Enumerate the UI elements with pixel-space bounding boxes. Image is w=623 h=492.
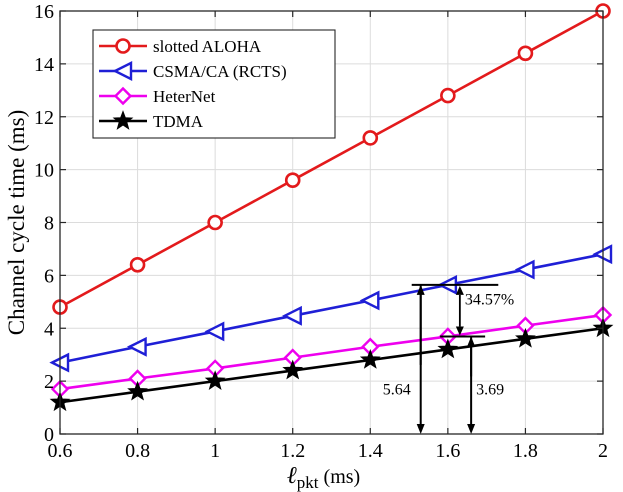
- legend-item: HeterNet: [99, 86, 216, 106]
- annotation-3-69: 3.69: [476, 381, 504, 398]
- marker-star: [515, 327, 536, 348]
- marker-star: [437, 338, 459, 359]
- y-tick-label: 2: [44, 371, 54, 393]
- marker-circle: [284, 172, 301, 188]
- marker-circle: [517, 45, 534, 62]
- marker-triangle: [359, 290, 380, 311]
- x-tick-label: 0.6: [48, 440, 73, 462]
- legend-label: TDMA: [153, 112, 204, 131]
- x-tick-label: 1.2: [280, 440, 305, 462]
- x-axis-label: ℓpkt (ms): [287, 463, 360, 492]
- x-tick-label: 0.8: [125, 440, 150, 462]
- x-tick-label: 1.6: [435, 440, 460, 462]
- marker-circle: [362, 130, 379, 146]
- y-axis-label: Channel cycle time (ms): [4, 110, 29, 335]
- x-axis-label-subscript: pkt: [297, 473, 319, 492]
- series-line: [59, 326, 604, 404]
- gap-arrow-head: [455, 285, 464, 295]
- marker-circle: [129, 256, 146, 273]
- legend-item: slotted ALOHA: [99, 37, 262, 56]
- marker-circle: [115, 38, 131, 54]
- y-tick-label: 0: [44, 424, 54, 446]
- x-axis-label-symbol: ℓ: [287, 463, 297, 489]
- y-tick-label: 4: [44, 318, 54, 340]
- y-tick-label: 14: [34, 54, 54, 76]
- legend-label: HeterNet: [153, 87, 216, 106]
- marker-star: [204, 370, 226, 390]
- legend-label: CSMA/CA (RCTS): [153, 62, 287, 81]
- annotation-gap-percent: 34.57%: [465, 291, 514, 308]
- marker-star: [127, 380, 148, 401]
- legend-label: slotted ALOHA: [153, 37, 262, 56]
- y-tick-label: 16: [34, 1, 54, 23]
- y-tick-label: 10: [34, 160, 54, 182]
- legend-item: CSMA/CA (RCTS): [99, 61, 287, 81]
- marker-star: [112, 110, 134, 130]
- marker-triangle: [282, 305, 302, 326]
- marker-diamond: [113, 86, 133, 106]
- x-tick-label: 1: [210, 440, 220, 462]
- arrow-head: [416, 284, 425, 295]
- y-tick-label: 12: [34, 107, 54, 129]
- legend: slotted ALOHA CSMA/CA (RCTS) HeterNet TDMA: [92, 29, 336, 139]
- arrow-head: [416, 424, 425, 434]
- marker-triangle: [112, 61, 133, 81]
- y-tick-label: 8: [44, 213, 54, 235]
- marker-circle: [440, 87, 456, 104]
- arrow-head: [467, 336, 476, 347]
- x-axis-label-unit: (ms): [319, 466, 361, 488]
- annotation-5-64: 5.64: [383, 381, 411, 398]
- x-tick-label: 1.4: [358, 440, 383, 462]
- marker-triangle: [514, 259, 535, 280]
- x-tick-label: 2: [598, 440, 608, 462]
- x-tick-label: 1.8: [513, 440, 538, 462]
- marker-star: [282, 359, 304, 380]
- marker-circle: [207, 214, 223, 231]
- marker-star: [359, 349, 381, 369]
- marker-triangle: [204, 321, 225, 342]
- series-line: [59, 313, 604, 391]
- legend-item: TDMA: [99, 110, 204, 131]
- series-line: [59, 9, 604, 309]
- arrow-head: [467, 424, 476, 434]
- series-line: [59, 252, 604, 364]
- y-tick-label: 6: [44, 265, 54, 287]
- marker-triangle: [126, 336, 147, 357]
- series-heternet: [50, 305, 613, 399]
- gap-arrow-head: [455, 326, 464, 336]
